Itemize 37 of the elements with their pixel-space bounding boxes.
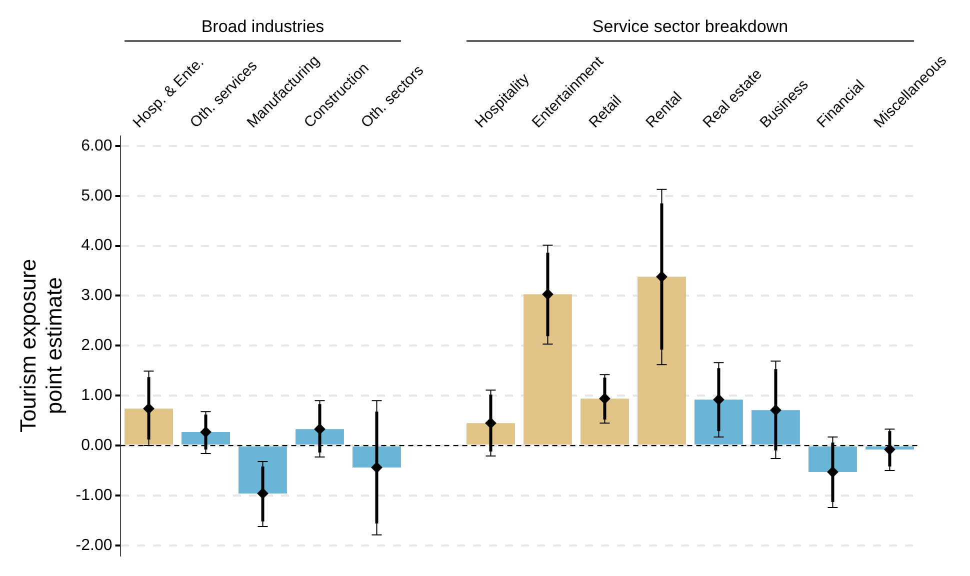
point	[485, 418, 496, 429]
bar	[238, 446, 287, 494]
point	[314, 424, 326, 435]
bar	[580, 398, 629, 445]
bar	[808, 446, 857, 472]
point	[713, 394, 724, 406]
y-axis-title: Tourism exposure point estimate	[15, 258, 67, 432]
bar	[296, 429, 344, 445]
point	[770, 404, 782, 416]
bar	[182, 432, 230, 445]
y-tick-label: 2.00	[81, 337, 112, 354]
point	[200, 426, 212, 438]
y-tick-label: 3.00	[81, 287, 112, 304]
bar	[752, 410, 800, 445]
bar	[524, 294, 572, 445]
y-tick-label: -1.00	[76, 486, 112, 504]
bar	[466, 423, 515, 445]
bar	[694, 400, 743, 445]
point	[599, 393, 610, 404]
point	[884, 444, 896, 456]
point	[827, 466, 838, 478]
point	[257, 488, 268, 499]
y-tick-label: 4.00	[81, 237, 112, 254]
bar	[352, 446, 401, 468]
text: Broad industries	[201, 17, 324, 36]
y-tick-label: 5.00	[81, 187, 112, 204]
y-tick-label: -2.00	[76, 536, 112, 554]
point	[143, 403, 154, 414]
bar	[638, 276, 686, 445]
y-tick-label: 1.00	[81, 387, 112, 404]
point	[656, 271, 668, 282]
bar	[124, 408, 173, 445]
point	[542, 288, 554, 300]
point	[371, 462, 382, 474]
y-tick-label: 6.00	[81, 137, 112, 154]
text: Service sector breakdown	[592, 17, 788, 36]
y-tick-label: 0.00	[81, 436, 112, 454]
